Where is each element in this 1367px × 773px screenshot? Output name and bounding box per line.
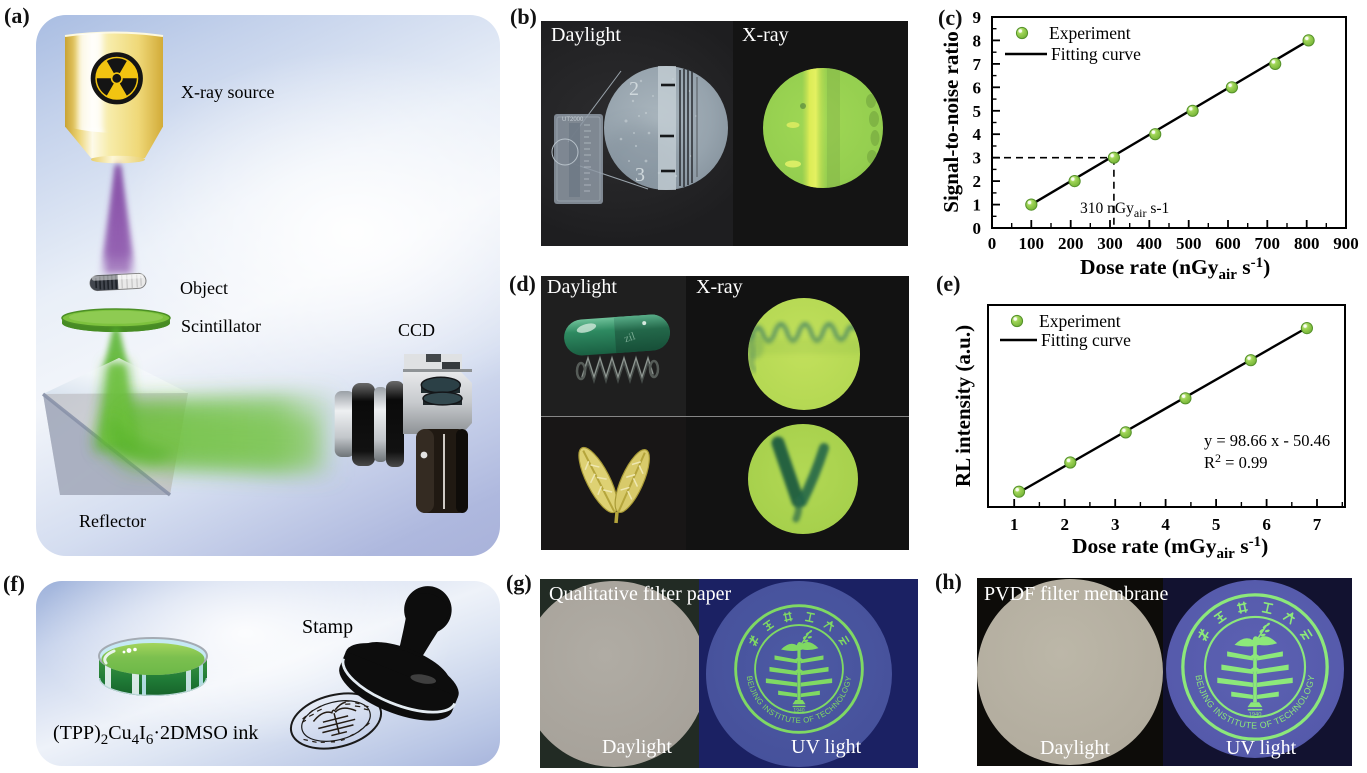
svg-text:Object: Object	[180, 278, 228, 298]
svg-text:Fitting curve: Fitting curve	[1051, 44, 1141, 64]
svg-text:3: 3	[973, 149, 982, 168]
svg-text:7: 7	[973, 55, 982, 74]
svg-text:X-ray source: X-ray source	[181, 82, 274, 102]
svg-text:R2 = 0.99: R2 = 0.99	[1204, 451, 1267, 472]
svg-text:1: 1	[1010, 515, 1019, 534]
svg-text:100: 100	[1019, 234, 1045, 253]
svg-text:400: 400	[1137, 234, 1163, 253]
svg-text:Dose rate (mGyair s-1): Dose rate (mGyair s-1)	[1072, 534, 1268, 562]
svg-text:600: 600	[1215, 234, 1241, 253]
svg-text:(TPP)2Cu4I6·2DMSO ink: (TPP)2Cu4I6·2DMSO ink	[53, 722, 258, 748]
svg-text:Reflector: Reflector	[79, 511, 146, 531]
svg-text:Dose rate (nGyair s-1): Dose rate (nGyair s-1)	[1080, 255, 1270, 281]
svg-text:6: 6	[973, 78, 982, 97]
svg-text:Fitting curve: Fitting curve	[1041, 330, 1131, 350]
svg-text:900: 900	[1333, 234, 1359, 253]
svg-text:7: 7	[1313, 515, 1322, 534]
svg-text:Stamp: Stamp	[302, 616, 353, 638]
svg-text:UT2000: UT2000	[562, 117, 584, 123]
svg-text:RL intensity (a.u.): RL intensity (a.u.)	[951, 325, 975, 487]
svg-text:2: 2	[629, 78, 639, 100]
svg-text:6: 6	[1262, 515, 1271, 534]
svg-text:zil: zil	[623, 330, 637, 345]
svg-text:0: 0	[973, 219, 982, 238]
svg-text:Signal-to-noise ratio: Signal-to-noise ratio	[939, 31, 963, 212]
svg-text:700: 700	[1255, 234, 1281, 253]
svg-text:CCD: CCD	[398, 320, 435, 340]
svg-text:800: 800	[1294, 234, 1320, 253]
svg-text:200: 200	[1058, 234, 1084, 253]
svg-text:2: 2	[973, 172, 982, 191]
svg-text:500: 500	[1176, 234, 1202, 253]
svg-text:0: 0	[988, 234, 997, 253]
svg-text:310 nGyair s-1: 310 nGyair s-1	[1080, 200, 1169, 220]
svg-text:Scintillator: Scintillator	[181, 316, 261, 336]
svg-text:1: 1	[973, 196, 982, 215]
svg-text:y = 98.66 x - 50.46: y = 98.66 x - 50.46	[1204, 431, 1330, 450]
svg-text:4: 4	[973, 125, 982, 144]
svg-text:8: 8	[973, 31, 982, 50]
svg-text:5: 5	[1212, 515, 1221, 534]
svg-text:9: 9	[973, 8, 982, 27]
svg-text:Experiment: Experiment	[1039, 311, 1121, 331]
svg-text:4: 4	[1161, 515, 1170, 534]
svg-text:300: 300	[1097, 234, 1123, 253]
svg-text:Experiment: Experiment	[1049, 23, 1131, 43]
svg-text:2: 2	[1060, 515, 1069, 534]
svg-text:5: 5	[973, 102, 982, 121]
svg-text:3: 3	[635, 164, 645, 186]
svg-text:3: 3	[1111, 515, 1120, 534]
